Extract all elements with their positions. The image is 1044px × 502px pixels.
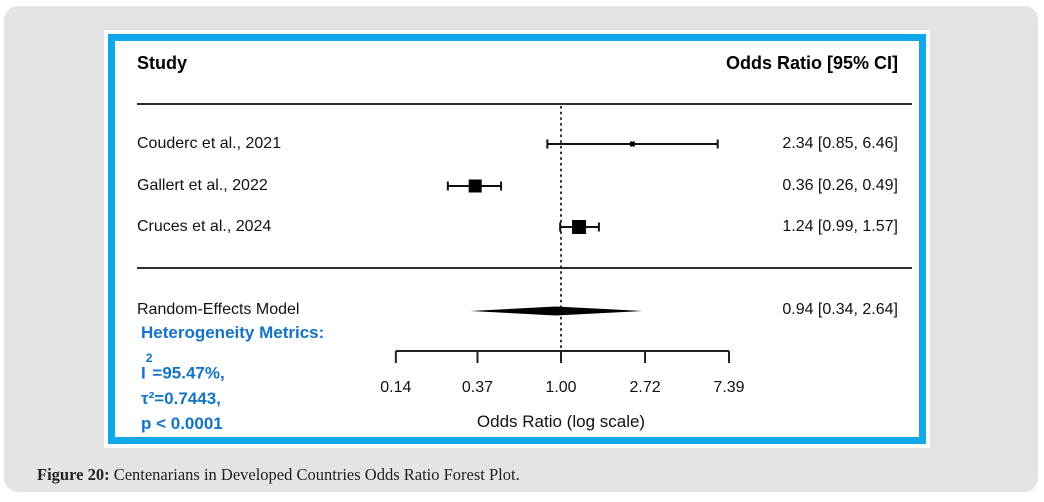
or-marker: [468, 179, 482, 193]
figure-card: Study Odds Ratio [95% CI] Couderc et al.…: [4, 6, 1038, 492]
forest-plot-canvas: [137, 103, 912, 363]
i2-superscript: 2: [145, 351, 153, 365]
or-marker: [572, 220, 587, 234]
x-tick-label: 1.00: [545, 379, 577, 396]
i2-value: =95.47%,: [152, 363, 225, 383]
x-tick-label: 2.72: [629, 379, 661, 396]
or-marker: [629, 141, 635, 147]
summary-diamond: [470, 306, 643, 316]
summary-label: Random-Effects Model: [137, 301, 300, 318]
x-tick-label: 7.39: [713, 379, 745, 396]
heterogeneity-tau2: τ²=0.7443,: [141, 389, 221, 408]
study-label: Couderc et al., 2021: [137, 135, 282, 152]
study-estimate: 1.24 [0.99, 1.57]: [782, 218, 898, 235]
i2-base: I: [141, 363, 146, 383]
study-estimate: 2.34 [0.85, 6.46]: [782, 135, 898, 152]
x-tick-label: 0.37: [461, 379, 494, 396]
figure-caption-text: Centenarians in Developed Countries Odds…: [109, 465, 520, 484]
figure-caption-prefix: Figure 20:: [37, 465, 110, 484]
figure-caption: Figure 20: Centenarians in Developed Cou…: [37, 465, 520, 485]
study-label: Cruces et al., 2024: [137, 218, 272, 235]
column-header-odds-ratio-ci: Odds Ratio [95% CI]: [725, 53, 898, 73]
study-estimate: 0.36 [0.26, 0.49]: [782, 177, 898, 194]
heterogeneity-title: Heterogeneity Metrics:: [141, 323, 325, 342]
heterogeneity-p-value: p < 0.0001: [141, 414, 223, 433]
x-axis-title: Odds Ratio (log scale): [476, 412, 646, 431]
summary-estimate: 0.94 [0.34, 2.64]: [782, 301, 898, 318]
study-label: Gallert et al., 2022: [137, 177, 268, 194]
x-tick-label: 0.14: [380, 379, 412, 396]
heterogeneity-i2: I2=95.47%,: [141, 351, 225, 384]
forest-plot-panel: Study Odds Ratio [95% CI] Couderc et al.…: [108, 34, 926, 444]
column-header-study: Study: [137, 53, 188, 73]
